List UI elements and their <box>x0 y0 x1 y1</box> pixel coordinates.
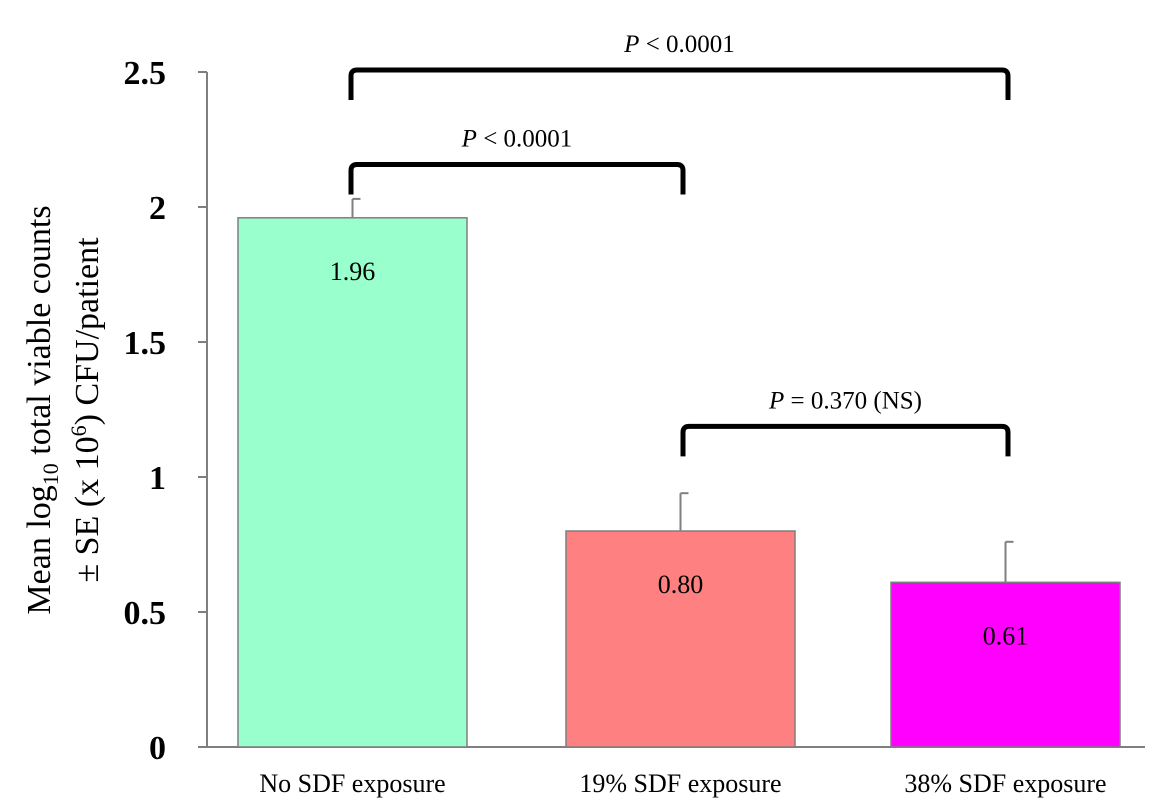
value-label: 0.80 <box>658 570 704 599</box>
value-label: 0.61 <box>983 621 1029 650</box>
p-value-label: P < 0.0001 <box>623 31 735 58</box>
value-label: 1.96 <box>330 257 376 286</box>
significance-bracket <box>348 67 1011 100</box>
bar <box>890 581 1121 748</box>
category-label: 19% SDF exposure <box>579 769 781 798</box>
category-label: No SDF exposure <box>259 769 445 798</box>
y-tick-label: 0.5 <box>124 595 167 632</box>
bars: 1.96 No SDF exposure 0.80 19% SDF exposure 0… <box>237 197 1121 798</box>
y-tick-label: 2.5 <box>124 55 167 92</box>
y-axis-label-group: Mean log10 total viable counts± SE (x 10… <box>21 205 106 614</box>
category-label: 38% SDF exposure <box>904 769 1106 798</box>
significance-bracket <box>680 423 1011 457</box>
p-value-label: P < 0.0001 <box>461 126 573 153</box>
significance-brackets: P < 0.0001 P < 0.0001 P = 0.370 (NS) <box>348 31 1011 457</box>
y-tick-label: 0 <box>149 730 166 767</box>
y-axis-label: Mean log10 total viable counts± SE (x 10… <box>21 205 106 614</box>
y-tick-label: 1 <box>149 460 166 497</box>
p-value-label: P = 0.370 (NS) <box>768 387 922 414</box>
y-tick-label: 1.5 <box>124 325 167 362</box>
bar <box>237 217 468 748</box>
significance-bracket <box>348 162 686 195</box>
y-tick-label: 2 <box>149 190 166 227</box>
y-axis-label-line2: ± SE (x 106) CFU/patient <box>66 237 106 583</box>
bar <box>565 530 796 748</box>
y-axis-label-line1: Mean log10 total viable counts <box>21 205 63 614</box>
